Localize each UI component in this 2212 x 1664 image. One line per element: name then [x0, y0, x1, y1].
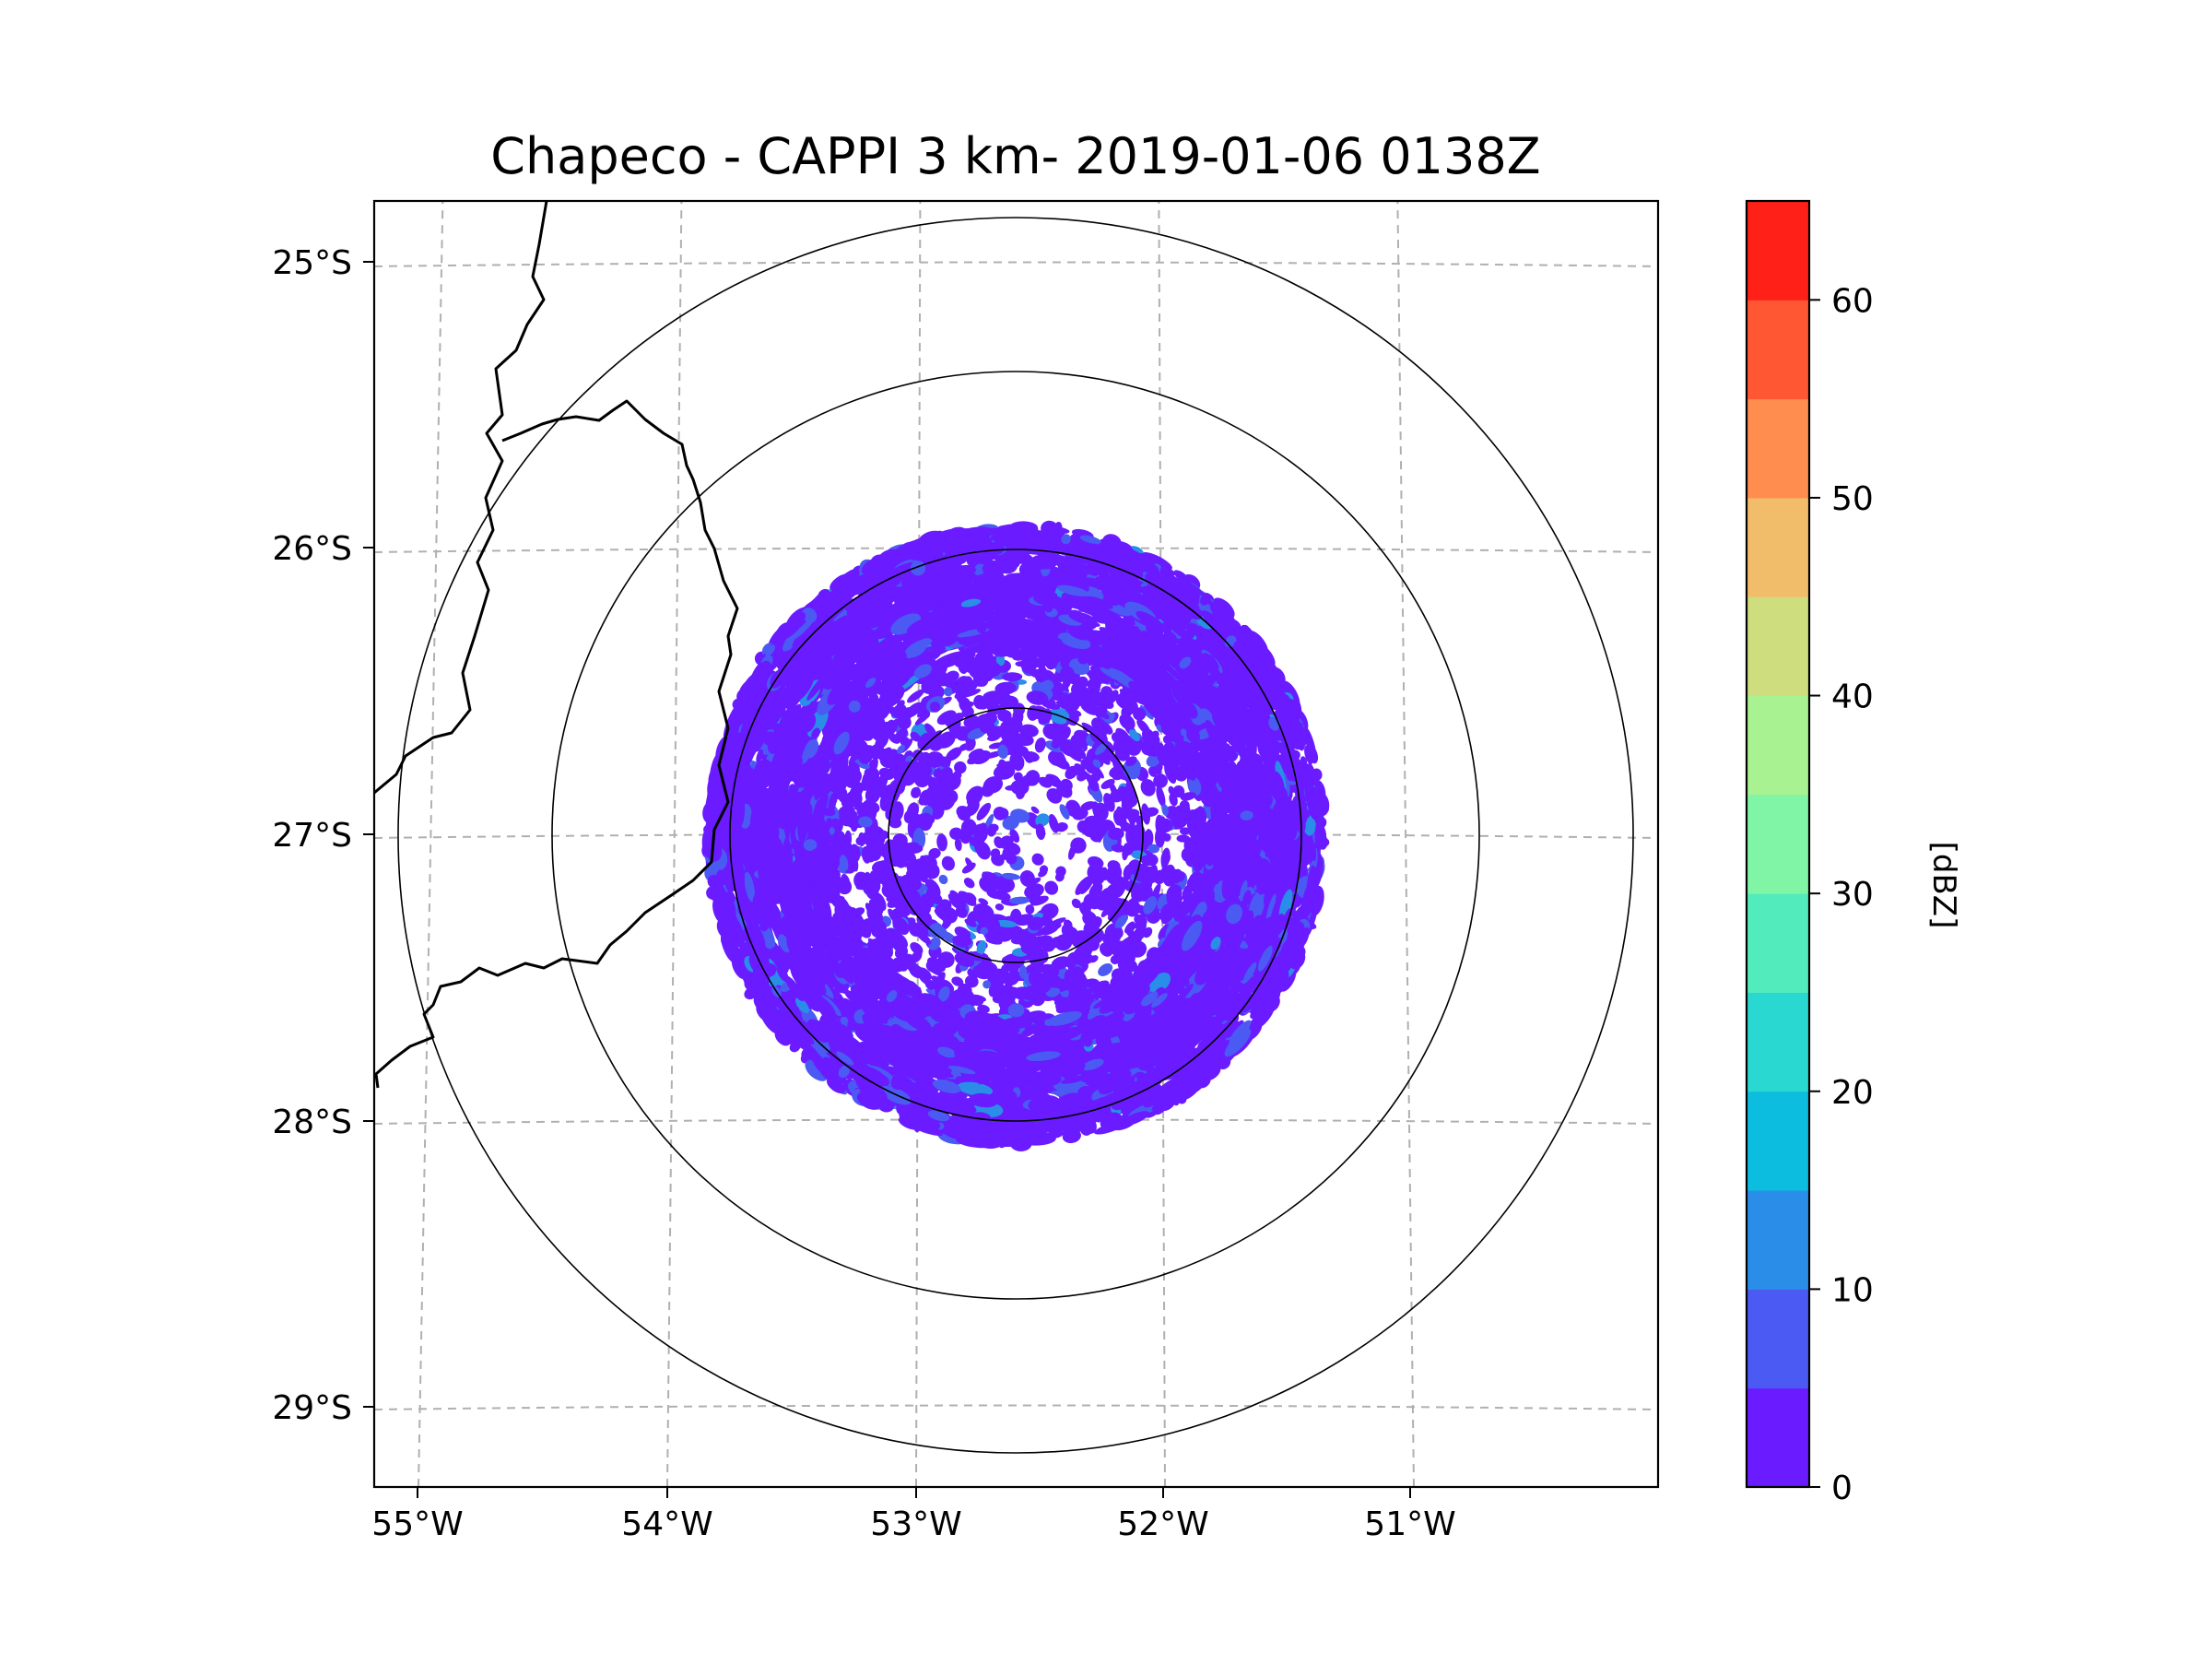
echo-cell	[907, 689, 924, 703]
gridline-lat	[374, 261, 1658, 267]
echo-cell	[963, 878, 975, 889]
echo-cell	[994, 903, 1005, 911]
echo-cell	[1013, 772, 1023, 782]
echo-cell	[1062, 1128, 1082, 1144]
echo-cell	[976, 802, 992, 820]
echo-cell	[955, 906, 969, 918]
echo-cell	[877, 1101, 893, 1111]
echo-cell	[951, 976, 964, 986]
echo-cell	[1040, 903, 1059, 920]
gridline-lon	[1396, 201, 1415, 1487]
reflectivity-echoes	[701, 520, 1330, 1152]
echo-cell	[1139, 705, 1154, 720]
echo-cell	[853, 800, 861, 810]
gridline-lon	[418, 201, 444, 1487]
echo-cell	[1035, 813, 1050, 827]
echo-cell	[1100, 778, 1115, 790]
echo-cell	[911, 950, 923, 963]
echo-cell	[1018, 964, 1028, 979]
echo-cell	[1039, 865, 1049, 874]
echo-cell	[1156, 785, 1166, 808]
echo-cell	[1177, 871, 1185, 882]
echo-cell	[1025, 963, 1043, 974]
echo-cell	[989, 984, 1009, 997]
echo-cell	[1162, 735, 1172, 745]
echo-cell	[1084, 815, 1098, 824]
echo-cell	[982, 980, 992, 989]
echo-cell	[1140, 779, 1156, 797]
echo-cell	[993, 764, 1016, 780]
echo-cell	[1133, 922, 1147, 938]
echo-cell	[1030, 895, 1049, 906]
chart-title: Chapeco - CAPPI 3 km- 2019-01-06 0138Z	[490, 127, 1540, 185]
echo-cell	[1072, 808, 1088, 820]
gridline-lon	[915, 201, 922, 1487]
echo-cell	[905, 702, 924, 718]
echo-cell	[946, 747, 962, 761]
echo-cell	[1161, 804, 1169, 817]
echo-cell	[1102, 746, 1118, 764]
echo-cell	[876, 830, 889, 840]
echo-cell	[869, 828, 876, 844]
gridline-lat	[374, 1404, 1658, 1410]
echo-cell	[976, 698, 990, 710]
gridline-lon	[1158, 201, 1166, 1487]
echo-cell	[910, 731, 921, 742]
echo-cell	[1035, 823, 1046, 841]
echo-cell	[1180, 827, 1191, 835]
echo-cell	[1055, 822, 1068, 832]
gridline-lon	[666, 201, 683, 1487]
echo-cell	[1044, 880, 1059, 895]
